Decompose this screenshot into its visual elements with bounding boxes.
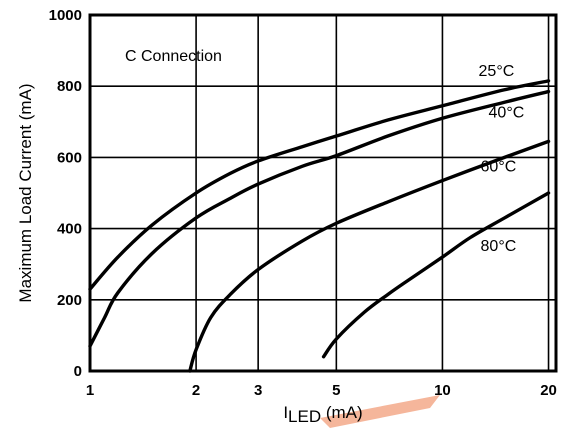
series-line (88, 89, 551, 348)
x-axis-title-sub: LED (288, 407, 321, 426)
series-line (88, 79, 551, 291)
series-line (188, 139, 551, 373)
series-labels: 25°C 40°C 60°C 80°C (479, 63, 525, 255)
x-axis-title-unit: (mA) (321, 403, 363, 422)
series-label: 60°C (481, 158, 517, 175)
y-tick-label: 600 (57, 149, 82, 166)
watermark-shape (320, 395, 440, 428)
y-tick-label: 1000 (49, 7, 82, 24)
series-label: 25°C (479, 63, 515, 80)
plot-frame (88, 13, 558, 373)
y-tick-label: 200 (57, 292, 82, 309)
x-tick-label: 20 (540, 382, 557, 399)
series-label: 40°C (489, 105, 525, 122)
y-tick-label: 400 (57, 221, 82, 238)
series-group (88, 79, 551, 373)
x-tick-label: 10 (434, 382, 451, 399)
chart-annotation: C Connection (125, 48, 222, 65)
x-tick-label: 5 (332, 382, 340, 399)
series-line (321, 191, 551, 359)
x-tick-label: 2 (192, 382, 200, 399)
y-tick-label: 0 (74, 363, 82, 380)
y-axis-title: Maximum Load Current (mA) (16, 83, 35, 302)
x-tick-label: 1 (86, 382, 94, 399)
series-label: 80°C (481, 238, 517, 255)
x-axis-title: ILED (mA) (283, 403, 362, 426)
y-tick-label: 800 (57, 78, 82, 95)
x-tick-label: 3 (254, 382, 262, 399)
x-axis-title-main: I (283, 403, 288, 422)
